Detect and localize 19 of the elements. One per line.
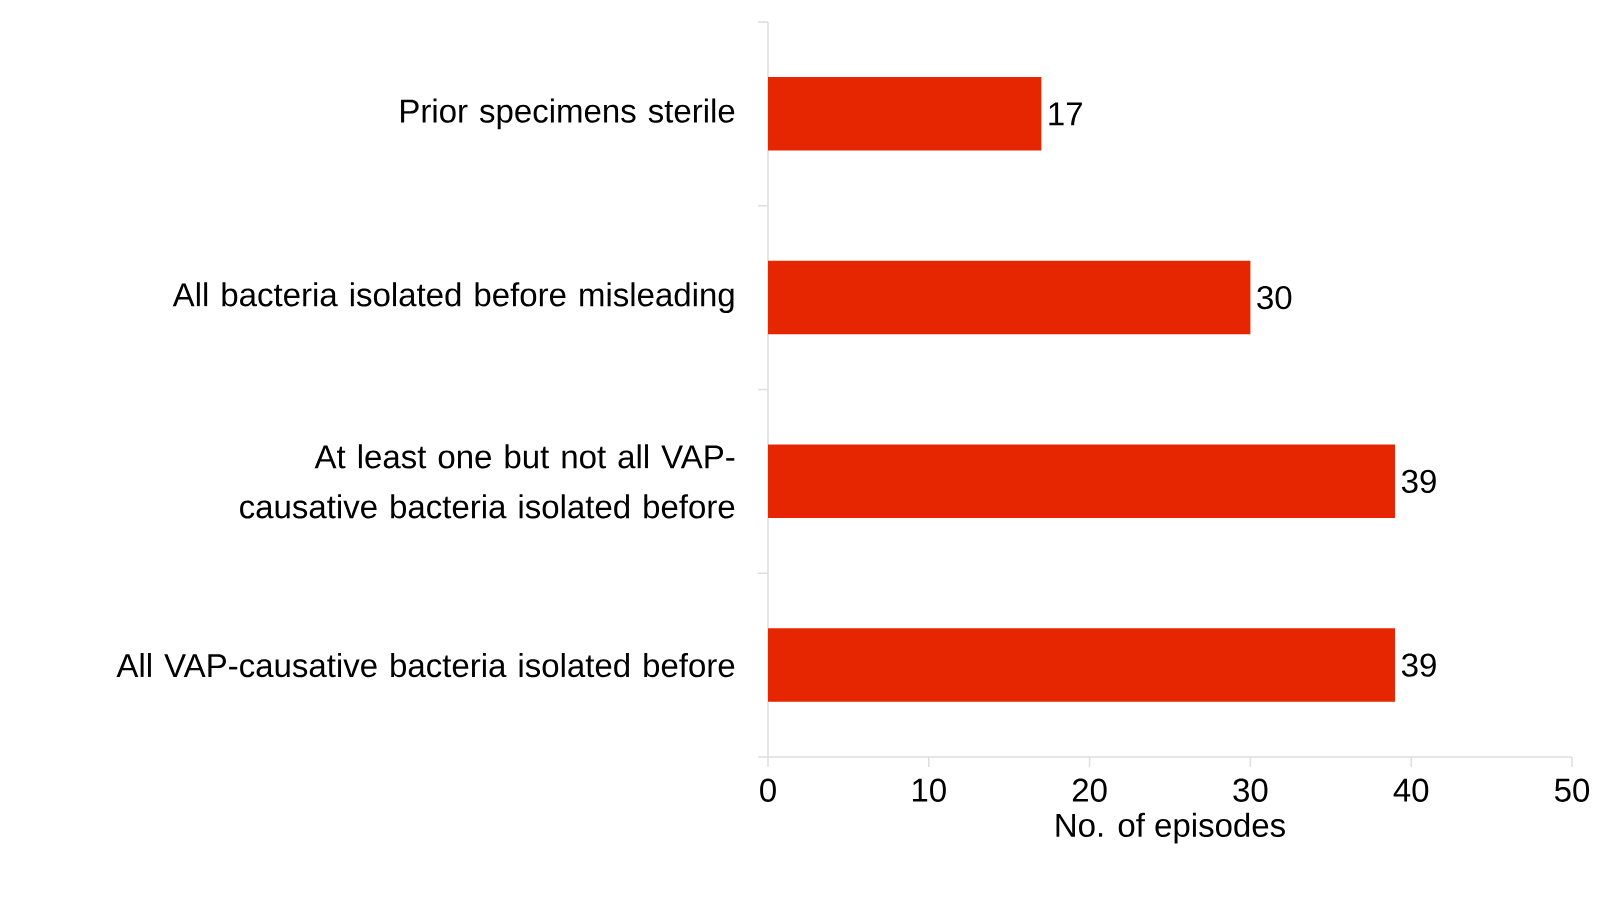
x-tick-label: 50	[1554, 778, 1590, 802]
data-label: 17	[1049, 102, 1082, 126]
x-axis-title: No. of episodes	[1056, 812, 1285, 844]
bar	[768, 444, 1396, 519]
x-tick-label: 30	[1233, 778, 1268, 802]
data-label: 39	[1401, 653, 1436, 677]
x-tick-label: 0	[760, 778, 776, 802]
y-tick-label: Prior specimens sterile	[401, 98, 735, 130]
x-tick-label: 10	[912, 778, 946, 802]
bar	[768, 77, 1042, 151]
y-tick-label: All bacteria isolated before misleading	[172, 282, 734, 314]
x-tick-label: 40	[1393, 778, 1429, 802]
bar	[768, 628, 1396, 702]
data-label: 39	[1401, 469, 1436, 494]
y-tick-label: At least one but not all VAP-causative bacteria isolated before	[240, 444, 735, 519]
x-tick-label: 20	[1072, 778, 1107, 802]
y-tick-label: All VAP-causative bacteria isolated before	[116, 653, 735, 678]
data-label: 30	[1257, 285, 1292, 310]
bar	[768, 260, 1251, 335]
